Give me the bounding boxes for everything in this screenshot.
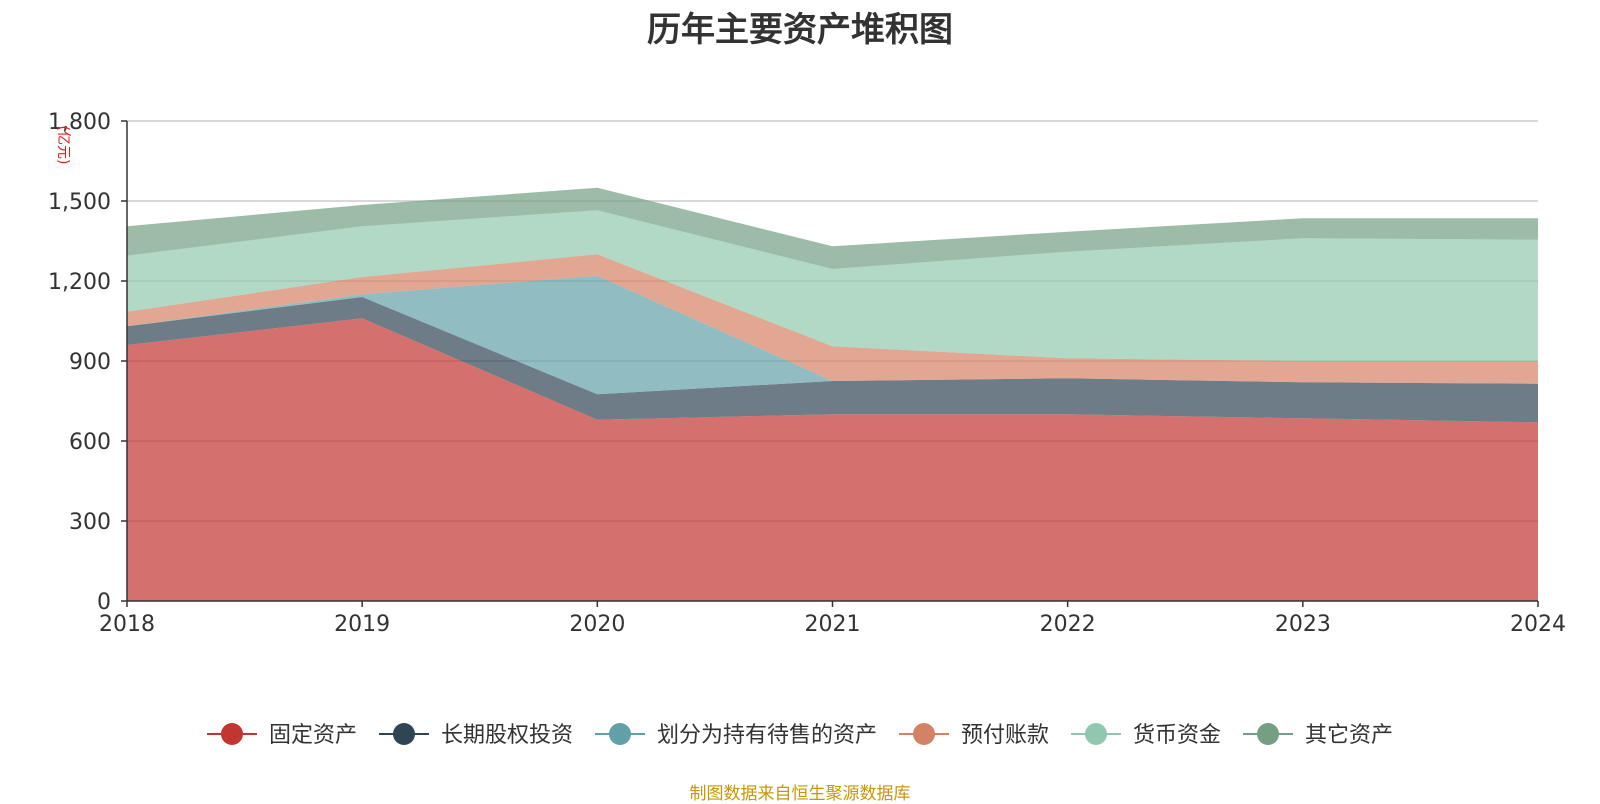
- legend-label: 预付账款: [961, 723, 1049, 748]
- area-series: [127, 187, 1538, 601]
- area-划分为持有待售的资产: [127, 275, 1538, 395]
- legend-label: 长期股权投资: [441, 723, 573, 748]
- x-tick-label: 2018: [99, 612, 155, 637]
- axes: 0 300 600 900 1,200 1,500 1,800 2018 2019 2020 202…: [48, 110, 1566, 637]
- legend-item[interactable]: 其它资产: [1243, 723, 1393, 748]
- y-tick-label: 1,800: [48, 110, 111, 135]
- x-tick-label: 2023: [1275, 612, 1331, 637]
- source-note: 制图数据来自恒生聚源数据库: [689, 784, 911, 804]
- area-货币资金: [127, 210, 1538, 361]
- x-tick-label: 2021: [805, 612, 861, 637]
- legend-item[interactable]: 货币资金: [1071, 723, 1221, 748]
- x-tick-label: 2022: [1040, 612, 1096, 637]
- y-tick-label: 1,500: [48, 190, 111, 215]
- x-tick-label: 2019: [334, 612, 390, 637]
- legend-label: 划分为持有待售的资产: [657, 723, 877, 748]
- legend-marker-icon: [392, 723, 415, 745]
- area-预付账款: [127, 254, 1538, 384]
- y-tick-label: 300: [69, 510, 111, 535]
- legend-marker-icon: [913, 723, 936, 745]
- x-tick-label: 2020: [569, 612, 625, 637]
- legend-marker-icon: [1085, 723, 1108, 745]
- legend-label: 货币资金: [1133, 723, 1221, 748]
- legend-item[interactable]: 固定资产: [206, 723, 357, 748]
- legend-marker-icon: [608, 723, 631, 745]
- legend[interactable]: 固定资产 长期股权投资 划分为持有待售的资产 预付账款 货币资金 其它资产: [206, 723, 1393, 748]
- y-tick-label: 900: [69, 350, 111, 375]
- area-固定资产: [127, 318, 1538, 601]
- legend-label: 其它资产: [1305, 723, 1393, 748]
- legend-marker-icon: [220, 723, 243, 745]
- legend-label: 固定资产: [269, 723, 357, 748]
- x-tick-label: 2024: [1510, 612, 1566, 637]
- legend-item[interactable]: 预付账款: [899, 723, 1049, 748]
- legend-marker-icon: [1257, 723, 1280, 745]
- y-tick-label: 0: [97, 590, 111, 615]
- chart-title: 历年主要资产堆积图: [647, 10, 953, 50]
- legend-item[interactable]: 划分为持有待售的资产: [594, 723, 877, 748]
- y-tick-label: 1,200: [48, 270, 111, 295]
- area-其它资产: [127, 187, 1538, 269]
- area-长期股权投资: [127, 297, 1538, 423]
- y-unit-label: (亿元): [55, 126, 71, 165]
- legend-item[interactable]: 长期股权投资: [378, 723, 573, 748]
- y-tick-label: 600: [69, 430, 111, 455]
